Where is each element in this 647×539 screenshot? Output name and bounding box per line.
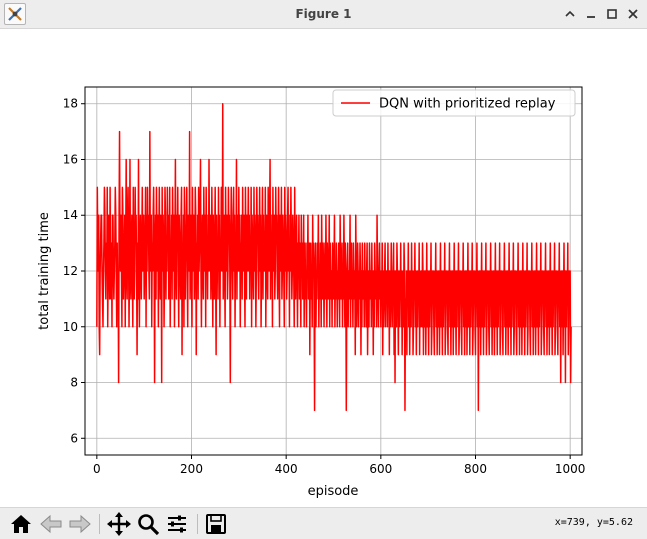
save-icon <box>206 514 226 534</box>
back-arrow-icon <box>40 514 62 534</box>
subplots-icon <box>168 515 186 533</box>
y-tick-label: 8 <box>70 376 78 390</box>
x-tick-label: 400 <box>275 462 298 476</box>
navigation-toolbar: x=739, y=5.62 <box>0 507 647 539</box>
y-tick-group: 6 8 10 12 14 16 18 <box>63 97 85 445</box>
save-button[interactable] <box>203 511 229 537</box>
y-axis-label: total training time <box>37 212 52 330</box>
x-tick-label: 800 <box>464 462 487 476</box>
y-tick-label: 16 <box>63 152 78 166</box>
home-button[interactable] <box>8 511 34 537</box>
pan-icon <box>107 512 131 536</box>
x-axis-label: episode <box>308 484 359 499</box>
shade-window-button[interactable] <box>561 5 579 23</box>
legend-label: DQN with prioritized replay <box>379 97 556 112</box>
home-icon <box>11 515 31 533</box>
line-chart: 0 200 400 600 800 1000 6 8 10 12 14 16 18 episode t… <box>37 86 585 499</box>
y-tick-label: 10 <box>63 320 78 334</box>
cursor-coordinates: x=739, y=5.62 <box>554 517 633 528</box>
forward-arrow-icon <box>69 514 91 534</box>
y-tick-label: 6 <box>70 431 78 445</box>
series-line-0 <box>96 102 572 412</box>
window-title: Figure 1 <box>295 7 352 21</box>
y-tick-label: 14 <box>63 208 78 222</box>
toolbar-separator <box>197 514 198 534</box>
series-group <box>96 102 572 412</box>
legend: DQN with prioritized replay <box>332 89 576 117</box>
x-tick-label: 1000 <box>555 462 586 476</box>
y-tick-label: 18 <box>63 97 78 111</box>
x-tick-group: 0 200 400 600 800 1000 <box>93 455 585 476</box>
x-tick-label: 600 <box>369 462 392 476</box>
back-button[interactable] <box>38 511 64 537</box>
zoom-button[interactable] <box>135 511 161 537</box>
forward-button[interactable] <box>67 511 93 537</box>
title-bar: Figure 1 <box>0 0 647 29</box>
close-window-button[interactable] <box>624 5 642 23</box>
legend-frame <box>332 89 576 117</box>
maximize-window-button[interactable] <box>603 5 621 23</box>
x-tick-label: 0 <box>93 462 101 476</box>
pan-button[interactable] <box>106 511 132 537</box>
toolbar-separator <box>99 514 100 534</box>
subplots-button[interactable] <box>164 511 190 537</box>
minimize-window-button[interactable] <box>582 5 600 23</box>
y-tick-label: 12 <box>63 264 78 278</box>
x-tick-label: 200 <box>180 462 203 476</box>
figure-canvas[interactable]: 0 200 400 600 800 1000 6 8 10 12 14 16 18 episode t… <box>0 29 647 507</box>
matplotlib-app-icon <box>4 3 26 25</box>
zoom-icon <box>138 514 160 536</box>
